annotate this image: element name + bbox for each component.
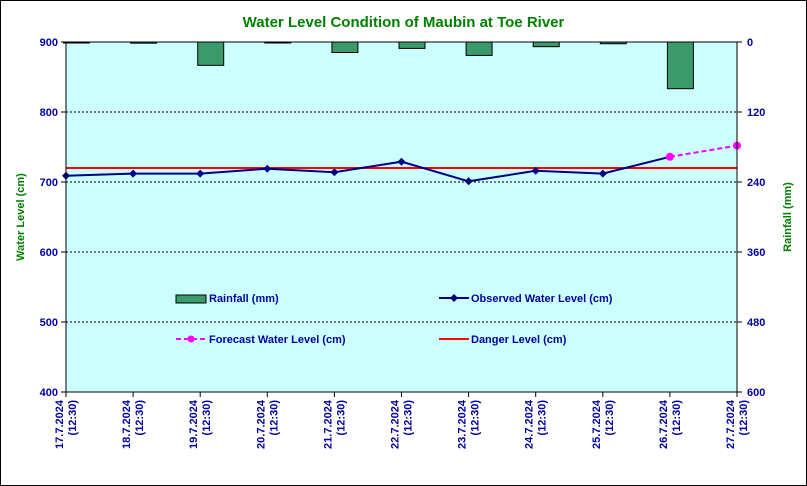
x-tick-date: 17.7.2024	[54, 399, 66, 449]
rainfall-bar	[666, 41, 694, 90]
x-tick-time: (12:30)	[537, 400, 549, 436]
observed-marker	[263, 164, 272, 173]
x-tick-time: (12:30)	[134, 400, 146, 436]
legend-forecast-marker	[187, 335, 195, 343]
y2-tick-label: 240	[747, 177, 765, 189]
x-tick-time: (12:30)	[604, 400, 616, 436]
observed-marker	[531, 166, 540, 175]
x-tick-time: (12:30)	[403, 400, 415, 436]
observed-marker	[397, 157, 406, 166]
y2-tick-label: 480	[747, 317, 765, 329]
y-tick-label: 600	[40, 247, 58, 259]
x-tick-date: 24.7.2024	[524, 399, 536, 449]
observed-marker	[598, 169, 607, 178]
y-tick-label: 900	[40, 37, 58, 49]
observed-marker	[196, 169, 205, 178]
y2-tick-label: 120	[747, 107, 765, 119]
legend-observed-label: Observed Water Level (cm)	[471, 293, 613, 305]
x-tick-time: (12:30)	[738, 400, 750, 436]
y2-tick-label: 360	[747, 247, 765, 259]
forecast-marker	[665, 152, 674, 161]
x-tick-date: 21.7.2024	[322, 399, 334, 449]
observed-marker	[464, 177, 473, 186]
observed-marker	[129, 169, 138, 178]
x-tick-date: 18.7.2024	[121, 399, 133, 449]
rainfall-bar	[532, 41, 560, 48]
x-tick-time: (12:30)	[335, 400, 347, 436]
x-tick-time: (12:30)	[201, 400, 213, 436]
rainfall-bar	[197, 41, 225, 66]
forecast-water-level-line	[669, 144, 738, 158]
x-tick-time: (12:30)	[67, 400, 79, 436]
x-tick-date: 19.7.2024	[188, 399, 200, 449]
x-tick-date: 25.7.2024	[591, 399, 603, 449]
rainfall-bar	[331, 41, 359, 53]
legend-observed-marker	[450, 294, 458, 302]
legend-rainfall-label: Rainfall (mm)	[209, 293, 279, 305]
y2-tick-label: 600	[747, 387, 765, 399]
x-tick-date: 20.7.2024	[255, 399, 267, 449]
observed-marker	[330, 168, 339, 177]
x-tick-date: 27.7.2024	[725, 399, 737, 449]
x-tick-date: 26.7.2024	[658, 399, 670, 449]
x-tick-date: 23.7.2024	[457, 399, 469, 449]
plot-area	[66, 42, 737, 392]
x-tick-time: (12:30)	[470, 400, 482, 436]
y-tick-label: 400	[40, 387, 58, 399]
x-tick-time: (12:30)	[268, 400, 280, 436]
y-tick-label: 800	[40, 107, 58, 119]
x-tick-date: 22.7.2024	[390, 399, 402, 449]
y-tick-label: 700	[40, 177, 58, 189]
legend-forecast-label: Forecast Water Level (cm)	[209, 334, 346, 346]
rainfall-bar	[398, 41, 426, 49]
observed-water-level-line	[65, 155, 671, 183]
legend-rainfall-swatch	[175, 294, 207, 304]
rainfall-bar	[465, 41, 493, 56]
x-tick-time: (12:30)	[671, 400, 683, 436]
y-axis-label-right: Rainfall (mm)	[782, 182, 794, 252]
chart-title: Water Level Condition of Maubin at Toe R…	[242, 14, 565, 31]
y2-tick-label: 0	[747, 37, 753, 49]
y-tick-label: 500	[40, 317, 58, 329]
legend-danger-label: Danger Level (cm)	[471, 334, 567, 346]
y-axis-label-left: Water Level (cm)	[15, 173, 27, 261]
